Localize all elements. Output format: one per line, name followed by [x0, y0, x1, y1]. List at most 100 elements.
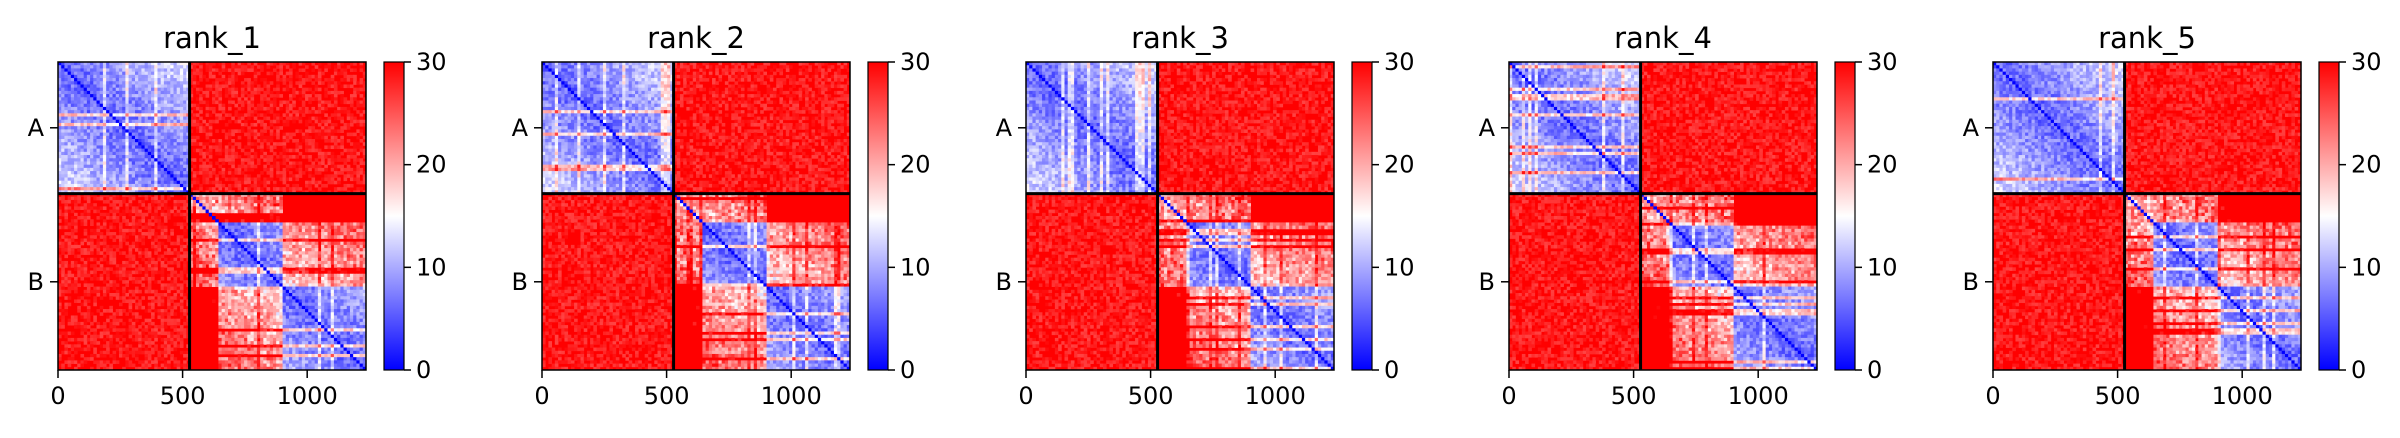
- heatmap-cell: [206, 113, 210, 117]
- heatmap-cell: [170, 161, 174, 165]
- heatmap-cell: [257, 187, 261, 191]
- heatmap-cell: [321, 161, 325, 165]
- heatmap-cell: [93, 161, 97, 165]
- heatmap-cell: [324, 65, 328, 69]
- heatmap-cell: [84, 139, 88, 143]
- heatmap-cell: [209, 168, 213, 172]
- heatmap-cell: [154, 145, 158, 149]
- heatmap-cell: [103, 155, 107, 159]
- heatmap-cell: [356, 174, 360, 178]
- heatmap-cell: [68, 126, 72, 130]
- heatmap-cell: [151, 165, 155, 169]
- heatmap-cell: [308, 101, 312, 105]
- heatmap-cell: [103, 152, 107, 156]
- heatmap-cell: [251, 206, 255, 210]
- heatmap-cell: [328, 161, 332, 165]
- heatmap-cell: [340, 145, 344, 149]
- heatmap-cell: [64, 213, 68, 217]
- heatmap-cell: [100, 88, 104, 92]
- heatmap-cell: [148, 145, 152, 149]
- heatmap-cell: [103, 94, 107, 98]
- heatmap-cell: [151, 200, 155, 204]
- heatmap-cell: [157, 136, 161, 140]
- heatmap-cell: [225, 84, 229, 88]
- heatmap-cell: [286, 155, 290, 159]
- heatmap-cell: [122, 171, 126, 175]
- heatmap-cell: [286, 78, 290, 82]
- heatmap-cell: [308, 120, 312, 124]
- heatmap-cell: [344, 161, 348, 165]
- heatmap-cell: [183, 123, 187, 127]
- heatmap-cell: [209, 181, 213, 185]
- heatmap-cell: [222, 75, 226, 79]
- heatmap-cell: [80, 97, 84, 101]
- heatmap-cell: [215, 206, 219, 210]
- heatmap-cell: [64, 81, 68, 85]
- heatmap-cell: [80, 94, 84, 98]
- heatmap-cell: [340, 84, 344, 88]
- heatmap-cell: [74, 123, 78, 127]
- heatmap-cell: [106, 200, 110, 204]
- heatmap-cell: [244, 78, 248, 82]
- heatmap-cell: [267, 161, 271, 165]
- heatmap-cell: [350, 84, 354, 88]
- heatmap-cell: [132, 94, 136, 98]
- heatmap-cell: [199, 107, 203, 111]
- heatmap-cell: [340, 68, 344, 72]
- heatmap-cell: [113, 200, 117, 204]
- heatmap-cell: [161, 139, 165, 143]
- heatmap-cell: [212, 197, 216, 201]
- heatmap-cell: [308, 187, 312, 191]
- heatmap-cell: [241, 72, 245, 76]
- heatmap-cell: [109, 158, 113, 162]
- heatmap-cell: [125, 149, 129, 153]
- heatmap-cell: [71, 216, 75, 220]
- heatmap-cell: [103, 133, 107, 137]
- heatmap-cell: [164, 123, 168, 127]
- heatmap-cell: [308, 142, 312, 146]
- heatmap-cell: [68, 110, 72, 114]
- heatmap-cell: [299, 75, 303, 79]
- heatmap-cell: [113, 171, 117, 175]
- heatmap-cell: [93, 174, 97, 178]
- heatmap-cell: [97, 158, 101, 162]
- heatmap-cell: [61, 178, 65, 182]
- heatmap-cell: [80, 136, 84, 140]
- heatmap-cell: [321, 129, 325, 133]
- heatmap-cell: [80, 78, 84, 82]
- heatmap-cell: [260, 142, 264, 146]
- heatmap-cell: [177, 165, 181, 169]
- heatmap-cell: [228, 187, 232, 191]
- heatmap-cell: [132, 136, 136, 140]
- heatmap-cell: [164, 88, 168, 92]
- heatmap-cell: [196, 178, 200, 182]
- heatmap-cell: [141, 139, 145, 143]
- heatmap-cell: [202, 181, 206, 185]
- heatmap-cell: [106, 168, 110, 172]
- heatmap-cell: [74, 152, 78, 156]
- heatmap-cell: [64, 200, 68, 204]
- heatmap-cell: [64, 113, 68, 117]
- heatmap-cell: [122, 81, 126, 85]
- heatmap-cell: [276, 88, 280, 92]
- heatmap-cell: [61, 200, 65, 204]
- heatmap-cell: [90, 161, 94, 165]
- heatmap-cell: [260, 78, 264, 82]
- heatmap-cell: [74, 129, 78, 133]
- heatmap-cell: [93, 149, 97, 153]
- heatmap-cell: [113, 155, 117, 159]
- heatmap-cell: [337, 187, 341, 191]
- heatmap-cell: [116, 91, 120, 95]
- heatmap-cell: [350, 123, 354, 127]
- heatmap-cell: [251, 133, 255, 137]
- heatmap-cell: [244, 168, 248, 172]
- heatmap-cell: [209, 129, 213, 133]
- heatmap-cell: [305, 168, 309, 172]
- heatmap-cell: [109, 126, 113, 130]
- heatmap-cell: [196, 171, 200, 175]
- heatmap-cell: [164, 174, 168, 178]
- heatmap-cell: [241, 178, 245, 182]
- heatmap-cell: [251, 158, 255, 162]
- heatmap-cell: [151, 94, 155, 98]
- heatmap-cell: [132, 120, 136, 124]
